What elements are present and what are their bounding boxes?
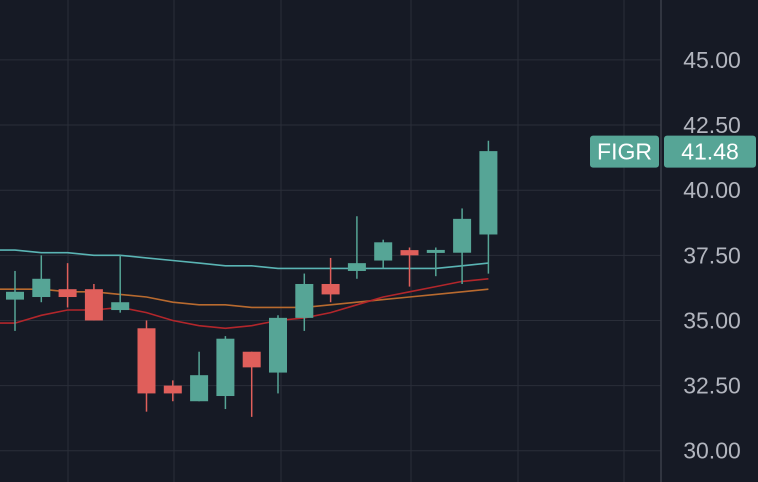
- candle: [32, 255, 51, 303]
- candle-body: [453, 218, 472, 253]
- price-axis-label: 35.00: [683, 307, 741, 333]
- price-axis-label: 32.50: [683, 373, 741, 399]
- candle-body: [137, 328, 156, 394]
- candle-body: [347, 263, 366, 271]
- last-price-tag[interactable]: FIGR 41.48: [590, 135, 756, 168]
- candle: [58, 263, 77, 308]
- price-axis-label: 37.50: [683, 242, 741, 268]
- candle-body: [321, 283, 340, 295]
- candle: [242, 351, 261, 417]
- moving-average-ma_short: [0, 278, 489, 330]
- candle: [295, 273, 314, 331]
- candle: [374, 239, 393, 269]
- candle: [163, 380, 182, 402]
- candle-body: [58, 289, 77, 298]
- candle: [111, 255, 130, 313]
- candle-body: [269, 317, 287, 373]
- candle: [321, 257, 340, 303]
- candle: [479, 140, 498, 274]
- candle-body: [84, 289, 103, 321]
- candle-body: [190, 375, 209, 402]
- symbol-label: FIGR: [597, 139, 652, 165]
- price-axis-label: 40.00: [683, 177, 741, 203]
- candle: [137, 320, 156, 412]
- price-axis-label: 30.00: [683, 438, 741, 464]
- price-axis-label: 45.00: [683, 47, 741, 73]
- candles: [6, 140, 498, 417]
- candle-body: [400, 250, 419, 256]
- candle-body: [374, 242, 393, 261]
- candle: [190, 351, 209, 402]
- candle-body: [242, 351, 261, 368]
- candle: [84, 283, 103, 321]
- candle: [216, 336, 235, 410]
- candle: [6, 270, 24, 331]
- price-axis-labels: 30.00 32.50 35.00 37.50 40.00 42.50 45.00: [683, 47, 741, 464]
- candle: [347, 216, 366, 279]
- candle-body: [479, 151, 498, 235]
- last-price-label: 41.48: [681, 139, 739, 165]
- candle-body: [426, 249, 445, 253]
- candle: [453, 208, 472, 284]
- candle: [400, 247, 419, 287]
- price-tag-background: [664, 135, 756, 168]
- candle-body: [216, 338, 235, 397]
- candle-body: [295, 283, 314, 318]
- candle: [269, 315, 287, 394]
- price-axis-label: 42.50: [683, 112, 741, 138]
- symbol-tag-background: [590, 135, 659, 168]
- moving-average-ma_long: [0, 249, 489, 270]
- grid-lines: [0, 0, 661, 482]
- candle: [426, 247, 445, 277]
- candle-body: [163, 385, 182, 394]
- candle-body: [6, 291, 24, 300]
- candle-body: [32, 278, 51, 298]
- candle-body: [111, 302, 130, 311]
